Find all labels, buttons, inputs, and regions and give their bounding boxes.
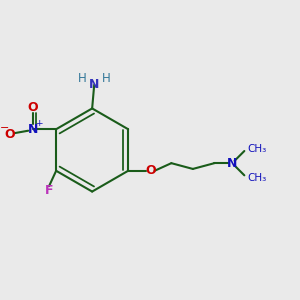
- Text: N: N: [227, 157, 237, 170]
- Text: F: F: [45, 184, 53, 197]
- Text: O: O: [5, 128, 15, 141]
- Text: N: N: [28, 123, 38, 136]
- Text: CH₃: CH₃: [247, 144, 267, 154]
- Text: O: O: [28, 101, 38, 114]
- Text: O: O: [145, 164, 156, 177]
- Text: H: H: [102, 72, 110, 85]
- Text: −: −: [0, 123, 9, 133]
- Text: +: +: [34, 119, 42, 128]
- Text: CH₃: CH₃: [247, 173, 267, 183]
- Text: H: H: [78, 72, 87, 85]
- Text: N: N: [89, 78, 99, 91]
